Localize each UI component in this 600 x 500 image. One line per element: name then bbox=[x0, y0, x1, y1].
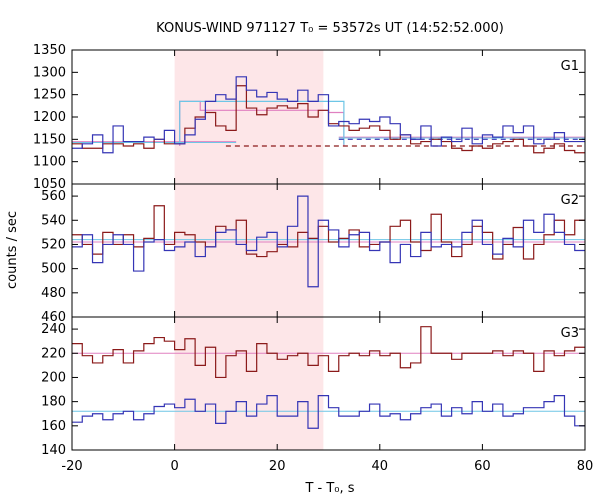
x-tick-label: -20 bbox=[61, 459, 82, 474]
x-tick-label: 0 bbox=[170, 459, 178, 474]
panel-g3: 140 160 180 200 220 240 G3 bbox=[41, 316, 586, 458]
x-axis-label: T - T₀, s bbox=[304, 481, 354, 496]
y-tick-label: 160 bbox=[41, 419, 66, 434]
y-tick-label: 540 bbox=[41, 213, 66, 228]
panel-label: G1 bbox=[561, 59, 579, 74]
histogram-series bbox=[72, 195, 585, 288]
y-tick-label: 520 bbox=[41, 237, 66, 252]
x-tick-label: 20 bbox=[269, 459, 286, 474]
y-tick-label: 500 bbox=[41, 262, 66, 277]
y-tick-label: 1350 bbox=[33, 43, 66, 58]
y-tick-label: 220 bbox=[41, 346, 66, 361]
panel-frame bbox=[71, 316, 586, 451]
chart-title: KONUS-WIND 971127 T₀ = 53572s UT (14:52:… bbox=[156, 21, 504, 36]
y-tick-label: 240 bbox=[41, 322, 66, 337]
x-tick-label: 80 bbox=[577, 459, 594, 474]
histogram-series bbox=[72, 326, 585, 379]
y-tick-label: 1100 bbox=[33, 155, 66, 170]
y-tick-label: 1250 bbox=[33, 88, 66, 103]
panel-label: G2 bbox=[561, 193, 579, 208]
histogram-series bbox=[72, 394, 585, 429]
y-tick-label: 480 bbox=[41, 286, 66, 301]
y-tick-label: 200 bbox=[41, 370, 66, 385]
x-tick-label: 60 bbox=[474, 459, 491, 474]
panel-frame bbox=[71, 183, 586, 318]
histogram-series bbox=[72, 76, 585, 154]
y-tick-label: 140 bbox=[41, 443, 66, 458]
x-tick-label: 40 bbox=[372, 459, 389, 474]
y-tick-label: 180 bbox=[41, 395, 66, 410]
y-tick-label: 1050 bbox=[33, 177, 66, 192]
panel-label: G3 bbox=[561, 326, 579, 341]
y-tick-label: 1150 bbox=[33, 132, 66, 147]
y-tick-label: 460 bbox=[41, 310, 66, 325]
histogram-series bbox=[72, 205, 585, 260]
y-tick-label: 1200 bbox=[33, 110, 66, 125]
burst-fit-line bbox=[179, 100, 345, 145]
y-axis-label: counts / sec bbox=[5, 211, 20, 289]
panel-g2: 460 480 500 520 540 560 G2 bbox=[41, 183, 586, 325]
y-tick-label: 560 bbox=[41, 189, 66, 204]
panels: 1050 1100 1150 1200 1250 1300 1350 G1 460 480 500 5… bbox=[33, 43, 593, 474]
y-tick-label: 1300 bbox=[33, 65, 66, 80]
